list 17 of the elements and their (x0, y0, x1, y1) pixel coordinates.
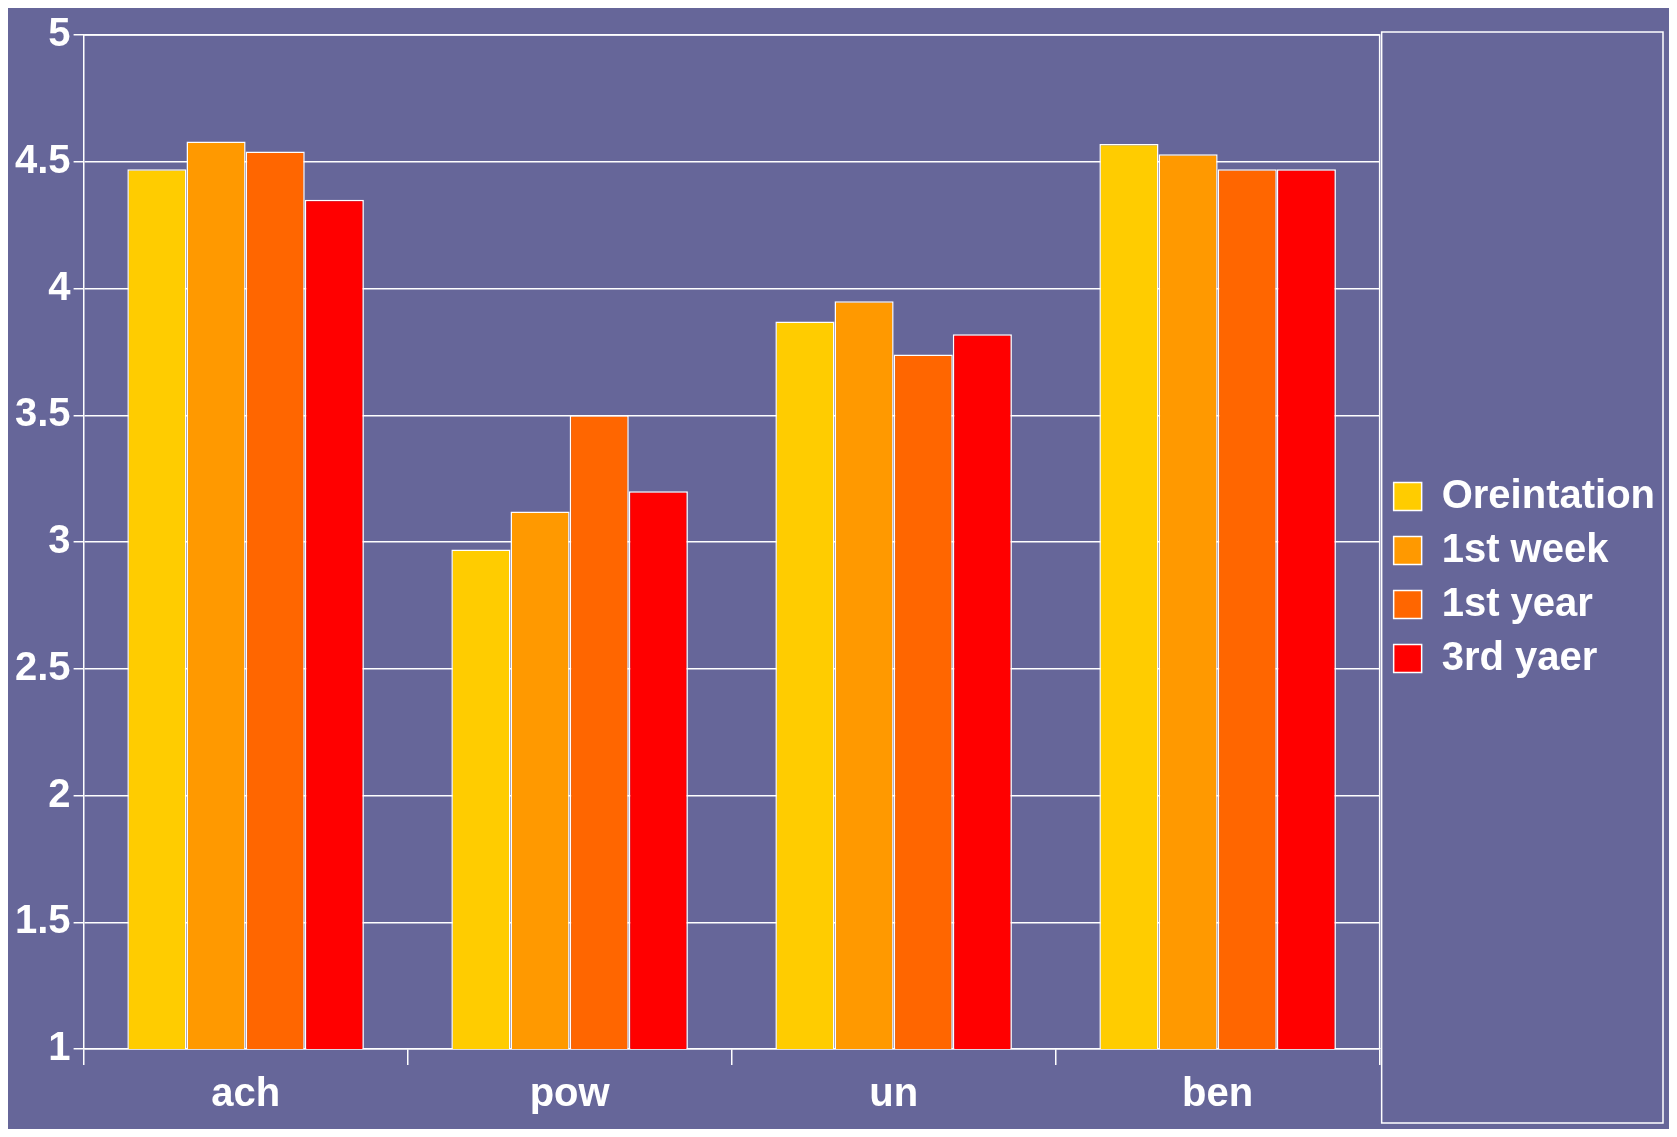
legend-label: 1st week (1441, 525, 1610, 570)
x-tick-label: ach (211, 1070, 281, 1115)
x-tick-label: un (869, 1070, 919, 1115)
y-tick-label: 2 (48, 770, 71, 815)
legend-label: 3rd yaer (1441, 633, 1598, 678)
y-tick-label: 1 (48, 1024, 71, 1069)
y-tick-label: 1.5 (15, 897, 71, 942)
x-tick-label: pow (529, 1070, 611, 1115)
legend-label: 1st year (1441, 579, 1593, 624)
y-tick-label: 5 (48, 10, 71, 55)
x-tick-label: ben (1182, 1070, 1254, 1115)
y-tick-label: 2.5 (15, 643, 71, 688)
y-tick-label: 4 (48, 263, 72, 308)
y-tick-label: 3.5 (15, 390, 71, 435)
y-tick-label: 4.5 (15, 136, 71, 181)
y-tick-label: 3 (48, 517, 71, 562)
legend-label: Oreintation (1441, 471, 1655, 516)
